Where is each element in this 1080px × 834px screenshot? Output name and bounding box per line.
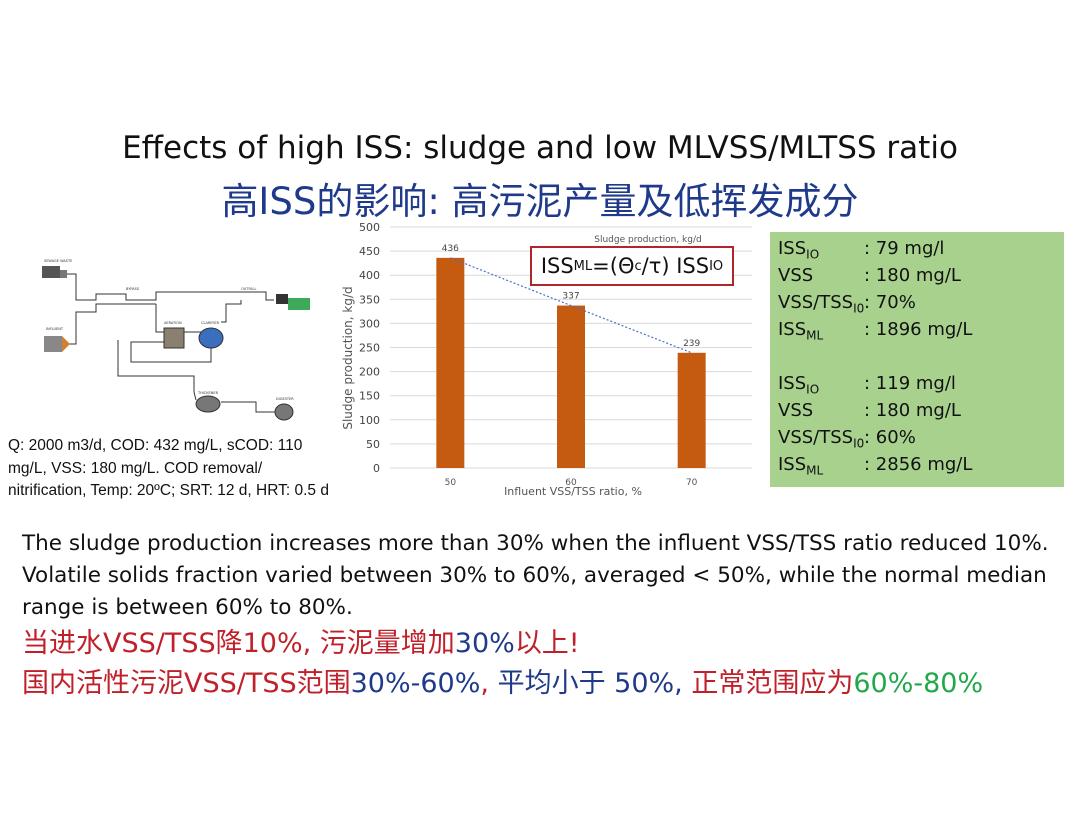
diagram-label: THICKENER (197, 391, 219, 395)
param-value: : 2856 mg/L (864, 454, 973, 475)
param-subscript: I0 (853, 436, 865, 451)
y-tick-label: 300 (359, 317, 380, 330)
digester-icon (274, 403, 294, 421)
summary-segment: 30% (454, 628, 515, 659)
param-label: ISS (778, 454, 807, 475)
y-axis-label: Sludge production, kg/d (341, 286, 355, 429)
param-subscript: IO (806, 382, 820, 397)
param-label: VSS (778, 265, 814, 286)
clarifier-icon (198, 327, 224, 349)
param-label: VSS/TSS (778, 427, 854, 448)
y-tick-label: 150 (359, 390, 380, 403)
summary-segment: , (480, 668, 498, 699)
y-tick-label: 0 (373, 462, 380, 475)
param-subscript: IO (806, 247, 820, 262)
param-value: : 60% (864, 427, 916, 448)
diagram-label: AERATION (164, 321, 182, 325)
y-tick-label: 450 (359, 245, 380, 258)
parameter-line: ISSIO : 79 mg/l (778, 238, 944, 262)
formula-text: ISS (676, 254, 710, 278)
y-tick-label: 350 (359, 293, 380, 306)
y-tick-label: 250 (359, 342, 380, 355)
summary-segment: 平均小于 50%, (497, 668, 692, 699)
param-label: ISS (778, 319, 807, 340)
formula-text: =( (592, 254, 618, 278)
formula-text: Θ (617, 254, 635, 278)
param-label: ISS (778, 238, 807, 259)
param-value: : 119 mg/l (864, 373, 956, 394)
parameter-line: VSS/TSSI0: 60% (778, 427, 916, 451)
diagram-label: SEWAGE WASTE (44, 259, 72, 263)
y-tick-label: 200 (359, 366, 380, 379)
parameter-line: ISSML : 1896 mg/L (778, 319, 972, 343)
parameter-line: ISSIO : 119 mg/l (778, 373, 956, 397)
param-label: ISS (778, 373, 807, 394)
parameter-line: VSS : 180 mg/L (778, 265, 961, 289)
data-label: 337 (562, 292, 579, 302)
x-tick-label: 50 (445, 478, 457, 488)
summary-english: The sludge production increases more tha… (22, 531, 1049, 620)
y-tick-label: 50 (366, 438, 380, 451)
bar (557, 305, 585, 468)
truck-icon (42, 266, 67, 278)
summary-segment: 60%-80% (853, 668, 984, 699)
formula-text: / (641, 254, 649, 278)
page-title-chinese: 高ISS的影响: 高污泥产量及低挥发成分 (221, 180, 859, 223)
formula-subscript: c (634, 258, 642, 274)
trendline (450, 257, 692, 354)
page-title-english: Effects of high ISS: sludge and low MLVS… (122, 130, 958, 166)
param-value: : 70% (864, 292, 916, 313)
param-subscript: ML (806, 463, 824, 478)
process-flow-diagram: SEWAGE WASTE BYPASS OUTFALL INFLUENT AER… (42, 259, 310, 421)
formula-text: τ (648, 254, 662, 278)
param-value: : 1896 mg/L (864, 319, 973, 340)
param-subscript: ML (806, 328, 824, 343)
outfall-icon (276, 294, 310, 310)
param-value: : 79 mg/l (864, 238, 945, 259)
diagram-label: OUTFALL (241, 287, 256, 291)
data-label: 436 (442, 244, 459, 254)
summary-segment: 30%-60% (350, 668, 481, 699)
x-axis-label: Influent VSS/TSS ratio, % (504, 485, 642, 498)
parameter-line: VSS/TSSI0: 70% (778, 292, 916, 316)
param-value: : 180 mg/L (864, 400, 961, 421)
summary-zh-line-2: 国内活性污泥VSS/TSS范围30%-60%, 平均小于 50%, 正常范围应为… (22, 664, 1067, 704)
parameter-line: ISSML : 2856 mg/L (778, 454, 972, 478)
diagram-label: BYPASS (126, 287, 140, 291)
diagram-label: CLARIFIER (201, 321, 220, 325)
summary-segment: 正常范围应为 (691, 668, 854, 699)
influent-pump-icon (44, 336, 70, 352)
y-tick-label: 400 (359, 269, 380, 282)
thickener-icon (195, 395, 221, 413)
formula-text: ISS (540, 254, 574, 278)
diagram-label: DIGESTER (276, 397, 294, 401)
summary-segment: 当进水VSS/TSS降10%, 污泥量增加 (22, 628, 455, 659)
parameter-box: ISSIO: 79 mg/l VSS: 180 mg/L VSS/TSSI0: … (770, 232, 1064, 487)
summary-zh-line-1: 当进水VSS/TSS降10%, 污泥量增加30%以上! (22, 624, 1067, 664)
bar (436, 257, 465, 468)
chart-title: Sludge production, kg/d (594, 235, 701, 245)
summary-segment: 国内活性污泥VSS/TSS范围 (22, 668, 351, 699)
diagram-label: INFLUENT (46, 327, 64, 331)
bar (677, 352, 706, 468)
data-label: 239 (683, 339, 700, 349)
operating-conditions: Q: 2000 m3/d, COD: 432 mg/L, sCOD: 110 m… (8, 437, 329, 499)
aeration-tank-icon (163, 327, 185, 349)
param-subscript: I0 (853, 301, 865, 316)
x-tick-label: 60 (565, 478, 577, 488)
formula-text: ) (661, 254, 677, 278)
summary-segment: 以上! (514, 628, 580, 659)
formula-subscript: ML (573, 258, 593, 274)
y-tick-label: 500 (359, 221, 380, 234)
y-tick-label: 100 (359, 414, 380, 427)
summary-chinese: 当进水VSS/TSS降10%, 污泥量增加30%以上! 国内活性污泥VSS/TS… (22, 624, 1067, 718)
x-tick-label: 70 (686, 478, 698, 488)
param-label: VSS (778, 400, 814, 421)
formula-subscript: IO (709, 258, 724, 274)
sludge-production-chart: 0 50 100 150 200 250 300 350 400 450 500 436 337 239… (341, 221, 752, 498)
param-value: : 180 mg/L (864, 265, 961, 286)
param-label: VSS/TSS (778, 292, 854, 313)
parameter-line: VSS : 180 mg/L (778, 400, 961, 424)
